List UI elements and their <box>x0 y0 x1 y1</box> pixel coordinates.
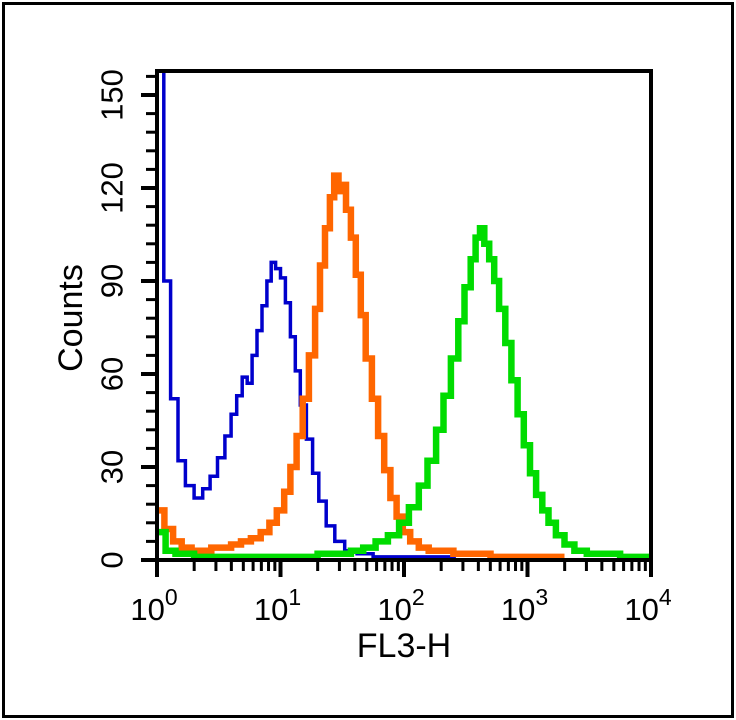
plot-box <box>155 69 653 562</box>
series-blue-curve <box>162 71 456 559</box>
tick-label-layer: 100 101 102 103 104 0 30 60 90 120 150 <box>95 69 672 627</box>
y-tick-label: 0 <box>95 551 130 568</box>
series-green-curve <box>157 225 651 561</box>
x-tick-label: 102 <box>377 584 424 627</box>
x-axis-title: FL3-H <box>357 627 451 665</box>
y-tick-label: 30 <box>95 450 130 484</box>
y-tick-label: 150 <box>95 69 130 121</box>
y-tick-label: 90 <box>95 264 130 298</box>
x-tick-label: 101 <box>254 584 301 627</box>
y-tick-label: 120 <box>95 162 130 214</box>
axis-layer <box>141 69 653 577</box>
series-orange-curve <box>157 172 565 561</box>
x-tick-label: 100 <box>130 584 177 627</box>
x-tick-label: 104 <box>624 584 671 627</box>
y-axis-title: Counts <box>52 264 90 372</box>
x-tick-label: 103 <box>501 584 548 627</box>
series-layer <box>157 71 651 561</box>
y-tick-label: 60 <box>95 357 130 391</box>
